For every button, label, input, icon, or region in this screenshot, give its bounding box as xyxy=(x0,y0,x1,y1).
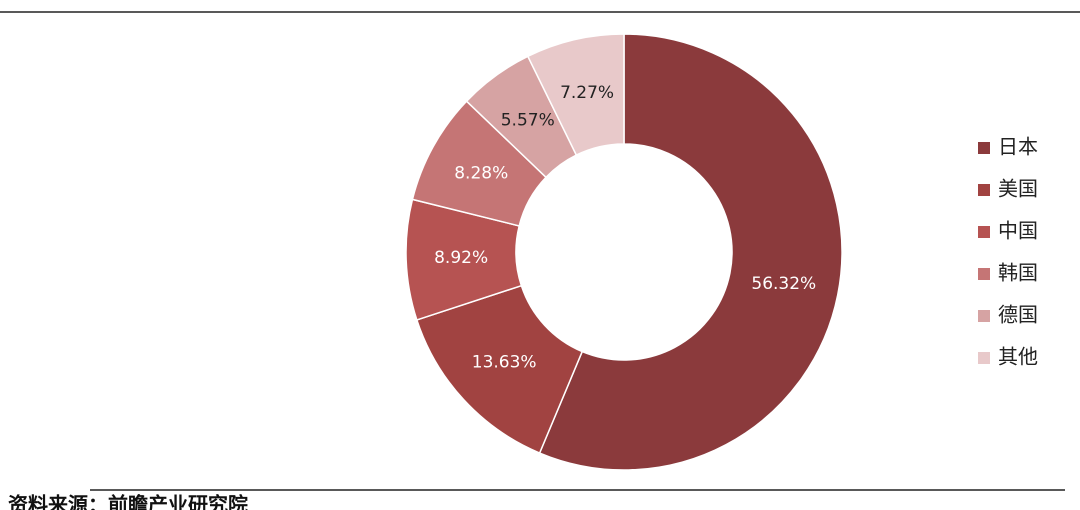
data-label: 8.28% xyxy=(454,163,508,183)
data-label: 13.63% xyxy=(472,353,537,373)
data-label: 56.32% xyxy=(751,274,816,294)
source-note: 资料来源：前瞻产业研究院 xyxy=(8,493,248,510)
legend-swatch xyxy=(978,268,990,280)
legend-label: 其他 xyxy=(998,345,1038,369)
legend-label: 德国 xyxy=(998,303,1038,327)
legend-swatch xyxy=(978,310,990,322)
legend-swatch xyxy=(978,184,990,196)
data-label: 7.27% xyxy=(560,83,614,103)
legend-swatch xyxy=(978,226,990,238)
legend-swatch xyxy=(978,352,990,364)
legend-label: 韩国 xyxy=(998,261,1038,285)
data-label: 5.57% xyxy=(501,110,555,130)
donut-segment xyxy=(526,33,625,157)
legend-swatch xyxy=(978,142,990,154)
legend-label: 中国 xyxy=(998,219,1038,243)
data-label: 8.92% xyxy=(434,248,488,268)
donut-segment xyxy=(538,33,843,471)
legend-label: 美国 xyxy=(998,177,1038,201)
donut-segment xyxy=(415,284,584,454)
legend-label: 日本 xyxy=(998,135,1038,159)
